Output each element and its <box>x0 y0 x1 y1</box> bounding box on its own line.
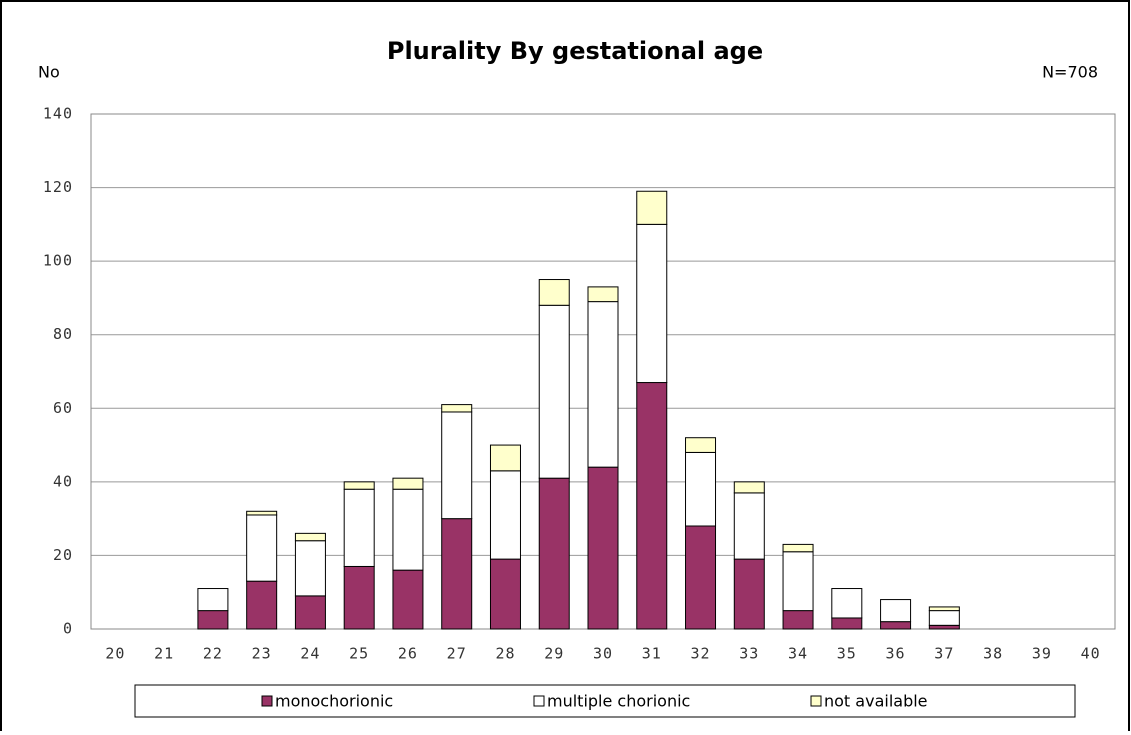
bar-segment <box>636 223 668 384</box>
bar-segment <box>441 518 473 630</box>
bar-segment <box>441 411 473 520</box>
x-tick-label: 36 <box>886 645 906 663</box>
bar-segment <box>538 304 570 479</box>
x-tick-label: 22 <box>203 645 223 663</box>
x-tick-label: 35 <box>837 645 857 663</box>
bar-segment <box>538 279 570 306</box>
bar-segment <box>489 444 521 472</box>
x-tick-label: 30 <box>593 645 613 663</box>
y-tick-label: 60 <box>53 399 73 417</box>
x-tick-label: 38 <box>983 645 1003 663</box>
x-tick-label: 39 <box>1032 645 1052 663</box>
x-tick-label: 26 <box>398 645 418 663</box>
x-tick-label: 25 <box>349 645 369 663</box>
bar-segment <box>246 514 278 582</box>
y-tick-label: 100 <box>43 252 73 270</box>
x-tick-label: 34 <box>788 645 808 663</box>
bar-segment <box>392 488 424 571</box>
bar-segment <box>782 610 814 630</box>
bar-segment <box>441 404 473 413</box>
bar-segment <box>636 190 668 225</box>
bar-segment <box>343 488 375 567</box>
legend-box <box>134 684 1076 718</box>
bar-segment <box>587 301 619 468</box>
bar-segment <box>733 558 765 630</box>
y-tick-label: 80 <box>53 325 73 343</box>
bar-segment <box>831 588 863 619</box>
x-tick-label: 29 <box>544 645 564 663</box>
bar-segment <box>733 492 765 560</box>
legend-label: multiple chorionic <box>547 692 690 711</box>
bar-segment <box>392 477 424 490</box>
x-tick-label: 32 <box>690 645 710 663</box>
bar-segment <box>294 532 326 542</box>
x-tick-label: 33 <box>739 645 759 663</box>
bar-segment <box>928 606 960 612</box>
bar-segment <box>831 617 863 630</box>
bar-segment <box>782 543 814 553</box>
x-tick-label: 20 <box>105 645 125 663</box>
y-tick-label: 140 <box>43 105 73 123</box>
bar-segment <box>538 477 570 630</box>
legend-swatch <box>533 695 545 707</box>
x-tick-label: 28 <box>495 645 515 663</box>
bar-segment <box>197 588 229 612</box>
bar-segment <box>246 580 278 630</box>
x-tick-label: 21 <box>154 645 174 663</box>
legend-swatch <box>810 695 822 707</box>
bar-segment <box>343 565 375 630</box>
bar-segment <box>294 595 326 630</box>
bar-segment <box>246 510 278 516</box>
bar-segment <box>343 481 375 490</box>
bar-segment <box>733 481 765 494</box>
x-tick-label: 37 <box>934 645 954 663</box>
y-tick-label: 40 <box>53 472 73 490</box>
bar-segment <box>782 551 814 612</box>
bar-segment <box>928 610 960 626</box>
bar-segment <box>685 437 717 453</box>
y-axis-label: No <box>38 63 60 82</box>
y-tick-label: 120 <box>43 178 73 196</box>
y-tick-label: 20 <box>53 546 73 564</box>
annotation: N=708 <box>1042 63 1098 82</box>
bar-segment <box>636 382 668 630</box>
x-tick-label: 27 <box>447 645 467 663</box>
bar-segment <box>880 599 912 623</box>
bar-segment <box>587 466 619 630</box>
bar-segment <box>392 569 424 630</box>
bar-segment <box>489 470 521 560</box>
bar-segment <box>928 624 960 630</box>
legend-label: not available <box>824 692 928 711</box>
x-tick-label: 31 <box>642 645 662 663</box>
x-tick-label: 24 <box>300 645 320 663</box>
bar-segment <box>294 540 326 597</box>
bar-segment <box>587 286 619 303</box>
bar-segment <box>489 558 521 630</box>
x-tick-label: 23 <box>252 645 272 663</box>
chart-title: Plurality By gestational age <box>387 37 763 65</box>
y-tick-label: 0 <box>63 620 73 638</box>
bar-segment <box>880 621 912 630</box>
bar-segment <box>197 610 229 630</box>
bar-segment <box>685 451 717 527</box>
legend-label: monochorionic <box>275 692 393 711</box>
bar-segment <box>685 525 717 630</box>
x-tick-label: 40 <box>1081 645 1101 663</box>
legend-swatch <box>261 695 273 707</box>
